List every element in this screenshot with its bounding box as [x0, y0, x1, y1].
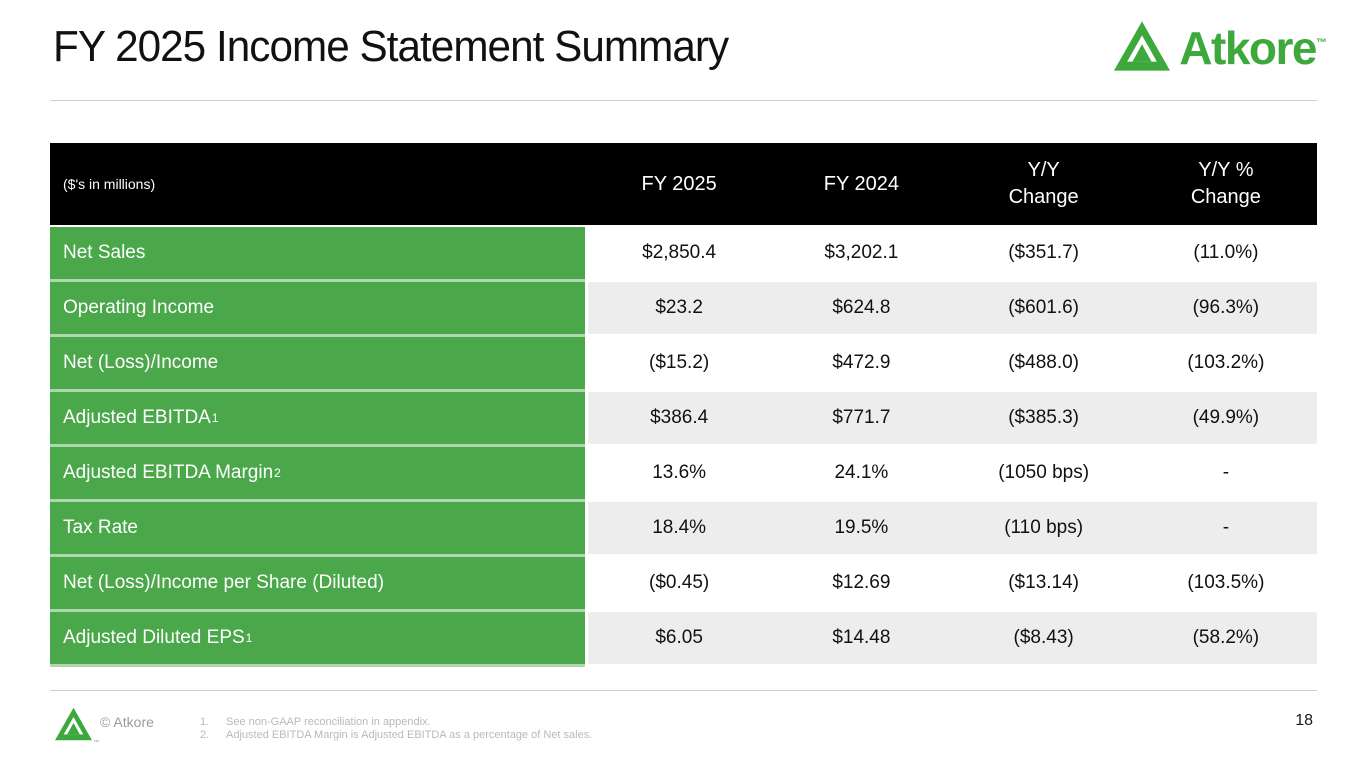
cell-yy-change: (1050 bps): [998, 462, 1090, 483]
cell-fy2025: 18.4%: [652, 517, 707, 538]
page-title: FY 2025 Income Statement Summary: [53, 22, 729, 71]
cell-fy2024: $771.7: [832, 407, 891, 428]
footer-divider: [50, 690, 1317, 691]
col-header-yy-change: Y/Y Change: [953, 143, 1135, 225]
page-number: 18: [1295, 712, 1313, 729]
row-label-text: Net (Loss)/Income per Share (Diluted): [63, 572, 385, 593]
col-header-yy-pct-change: Y/Y % Change: [1135, 143, 1317, 225]
col-header-line: Change: [1190, 186, 1261, 208]
row-values: 18.4% 19.5% (110 bps) -: [588, 502, 1317, 557]
cell-fy2024: 24.1%: [834, 462, 889, 483]
cell-yy-change: (110 bps): [1004, 517, 1084, 538]
row-label: Net (Loss)/Income: [50, 337, 585, 392]
cell-yy-change: ($385.3): [1008, 407, 1080, 428]
row-values: $2,850.4 $3,202.1 ($351.7) (11.0%): [588, 227, 1317, 282]
cell-yy-pct-change: (103.5%): [1187, 572, 1265, 593]
cell-yy-change: ($8.43): [1013, 627, 1074, 648]
row-label: Net (Loss)/Income per Share (Diluted): [50, 557, 585, 612]
cell-yy-pct-change: (49.9%): [1192, 407, 1260, 428]
cell-yy-pct-change: (58.2%): [1192, 627, 1260, 648]
row-values: $386.4 $771.7 ($385.3) (49.9%): [588, 392, 1317, 447]
table-row: Tax Rate 18.4% 19.5% (110 bps) -: [50, 502, 1317, 557]
row-label: Net Sales: [50, 227, 585, 282]
cell-fy2025: ($0.45): [649, 572, 710, 593]
cell-fy2025: 13.6%: [652, 462, 707, 483]
row-values: ($0.45) $12.69 ($13.14) (103.5%): [588, 557, 1317, 612]
cell-yy-pct-change: -: [1222, 462, 1230, 483]
cell-fy2025: $23.2: [655, 297, 703, 318]
copyright-text: © Atkore: [100, 714, 154, 730]
col-header-fy2025: FY 2025: [588, 143, 770, 225]
row-label: Tax Rate: [50, 502, 585, 557]
cell-yy-pct-change: (96.3%): [1192, 297, 1260, 318]
row-values: ($15.2) $472.9 ($488.0) (103.2%): [588, 337, 1317, 392]
cell-fy2025: $2,850.4: [642, 242, 717, 263]
cell-fy2025: $6.05: [655, 627, 703, 648]
row-label: Operating Income: [50, 282, 585, 337]
income-statement-table: ($'s in millions) FY 2025 FY 2024 Y/Y Ch…: [50, 143, 1317, 667]
atkore-triangle-icon: [55, 707, 92, 741]
brand-wordmark: Atkore™: [1179, 22, 1327, 74]
table-row: Net (Loss)/Income per Share (Diluted) ($…: [50, 557, 1317, 612]
row-label: Adjusted EBITDA Margin 2: [50, 447, 585, 502]
footnote-text: See non-GAAP reconciliation in appendix.: [226, 716, 431, 728]
table-row: Adjusted Diluted EPS 1 $6.05 $14.48 ($8.4…: [50, 612, 1317, 667]
table-row: Adjusted EBITDA 1 $386.4 $771.7 ($385.3) …: [50, 392, 1317, 447]
footnote-1: 1. See non-GAAP reconciliation in append…: [200, 716, 592, 729]
row-label-text: Tax Rate: [63, 517, 138, 538]
cell-fy2024: $14.48: [832, 627, 891, 648]
footnote-number: 1.: [200, 716, 210, 728]
col-header-line: FY 2025: [641, 172, 717, 195]
row-label-text: Adjusted EBITDA Margin: [63, 462, 274, 483]
col-header-line: Change: [1008, 186, 1079, 208]
row-label-text: Adjusted EBITDA: [63, 407, 211, 428]
trademark-symbol: ™: [1316, 37, 1327, 49]
cell-fy2024: $472.9: [832, 352, 891, 373]
cell-fy2024: $624.8: [832, 297, 891, 318]
units-note: ($'s in millions): [63, 176, 156, 192]
cell-fy2025: $386.4: [650, 407, 709, 428]
cell-fy2024: $12.69: [832, 572, 891, 593]
table-row: Net Sales $2,850.4 $3,202.1 ($351.7) (11…: [50, 227, 1317, 282]
footnote-text: Adjusted EBITDA Margin is Adjusted EBITD…: [226, 728, 593, 741]
table-header-row: ($'s in millions) FY 2025 FY 2024 Y/Y Ch…: [50, 143, 1317, 225]
footnote-number: 2.: [200, 728, 210, 741]
footnote-marker: 1: [245, 631, 253, 645]
title-divider: [50, 100, 1317, 101]
table-row: Adjusted EBITDA Margin 2 13.6% 24.1% (105…: [50, 447, 1317, 502]
row-label-text: Operating Income: [63, 297, 215, 318]
col-header-fy2024: FY 2024: [770, 143, 952, 225]
footnote-2: 2. Adjusted EBITDA Margin is Adjusted EB…: [200, 729, 592, 742]
row-label: Adjusted EBITDA 1: [50, 392, 585, 447]
col-header-line: Y/Y: [1027, 159, 1060, 181]
cell-fy2024: 19.5%: [834, 517, 889, 538]
cell-yy-pct-change: (103.2%): [1187, 352, 1265, 373]
row-values: $6.05 $14.48 ($8.43) (58.2%): [588, 612, 1317, 667]
cell-yy-pct-change: (11.0%): [1193, 242, 1259, 263]
cell-yy-change: ($13.14): [1008, 572, 1080, 593]
cell-fy2024: $3,202.1: [824, 242, 899, 263]
cell-yy-change: ($488.0): [1008, 352, 1080, 373]
brand-logo: Atkore™: [1114, 20, 1327, 71]
cell-yy-change: ($601.6): [1008, 297, 1080, 318]
row-label-text: Adjusted Diluted EPS: [63, 627, 245, 648]
col-header-line: Y/Y %: [1198, 159, 1254, 181]
footnote-marker: 2: [274, 466, 281, 480]
table-row: Net (Loss)/Income ($15.2) $472.9 ($488.0…: [50, 337, 1317, 392]
row-values: $23.2 $624.8 ($601.6) (96.3%): [588, 282, 1317, 337]
footnotes: 1. See non-GAAP reconciliation in append…: [200, 716, 592, 741]
row-label: Adjusted Diluted EPS 1: [50, 612, 585, 667]
row-label-text: Net (Loss)/Income: [63, 352, 219, 373]
col-header-line: FY 2024: [823, 172, 899, 195]
atkore-triangle-icon: [1114, 21, 1171, 71]
cell-yy-pct-change: -: [1222, 517, 1230, 538]
footnote-marker: 1: [211, 411, 219, 425]
trademark-symbol: ™: [93, 740, 99, 746]
row-label-text: Net Sales: [63, 242, 146, 263]
cell-fy2025: ($15.2): [649, 352, 710, 373]
cell-yy-change: ($351.7): [1008, 242, 1080, 263]
table-row: Operating Income $23.2 $624.8 ($601.6) (…: [50, 282, 1317, 337]
row-values: 13.6% 24.1% (1050 bps) -: [588, 447, 1317, 502]
